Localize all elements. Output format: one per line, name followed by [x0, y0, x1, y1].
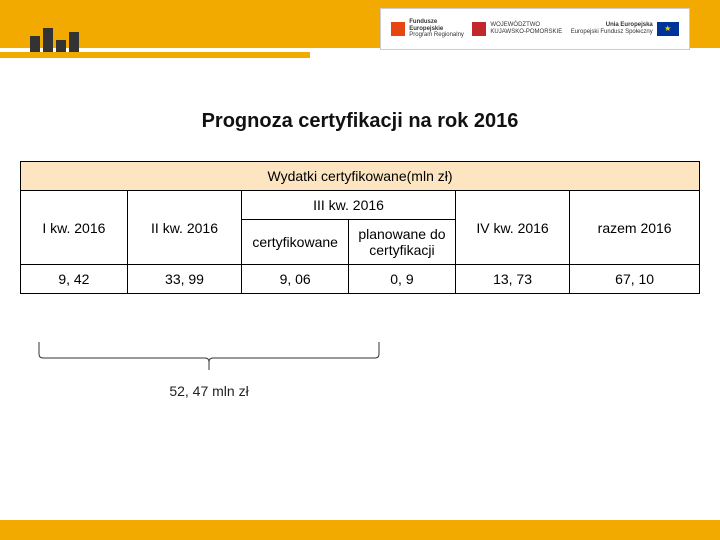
sub-cert: certyfikowane: [242, 220, 349, 265]
col-q2: II kw. 2016: [127, 191, 241, 265]
val-q4: 13, 73: [455, 265, 569, 294]
bottom-accent-bar: [0, 520, 720, 540]
table-header-row: Wydatki certyfikowane(mln zł): [21, 162, 700, 191]
fe-line3: Program Regionalny: [409, 32, 464, 38]
logo-wojewodztwo: WOJEWÓDZTWO KUJAWSKO-POMORSKIE: [472, 22, 562, 36]
logo-fundusze: Fundusze Europejskie Program Regionalny: [391, 19, 464, 39]
ue-line2: Europejski Fundusz Społeczny: [571, 29, 653, 35]
sub-plan: planowane do certyfikacji: [349, 220, 456, 265]
logo-strip: Fundusze Europejskie Program Regionalny …: [380, 8, 690, 50]
fe-line2: Europejskie: [409, 26, 443, 32]
content-area: Prognoza certyfikacji na rok 2016 Wydatk…: [0, 110, 720, 294]
page-title: Prognoza certyfikacji na rok 2016: [20, 110, 700, 133]
brace-icon: [34, 340, 384, 376]
secondary-accent-strip: [0, 52, 310, 58]
woj-line2: KUJAWSKO-POMORSKIE: [490, 29, 562, 35]
col-total: razem 2016: [570, 191, 700, 265]
table-columns-row: I kw. 2016 II kw. 2016 III kw. 2016 IV k…: [21, 191, 700, 220]
brace-annotation: 52, 47 mln zł: [34, 340, 384, 399]
woj-line1: WOJEWÓDZTWO: [490, 22, 540, 28]
val-q3b: 0, 9: [349, 265, 456, 294]
table-top-header: Wydatki certyfikowane(mln zł): [21, 162, 700, 191]
brace-label: 52, 47 mln zł: [34, 383, 384, 399]
top-accent-bar: Fundusze Europejskie Program Regionalny …: [0, 0, 720, 48]
ue-line1: Unia Europejska: [606, 22, 653, 28]
logo-ue: Unia Europejska Europejski Fundusz Społe…: [571, 22, 679, 36]
col-q1: I kw. 2016: [21, 191, 128, 265]
col-q3: III kw. 2016: [242, 191, 456, 220]
eu-flag-icon: ★: [657, 22, 679, 36]
fe-line1: Fundusze: [409, 19, 437, 25]
table-values-row: 9, 42 33, 99 9, 06 0, 9 13, 73 67, 10: [21, 265, 700, 294]
forecast-table: Wydatki certyfikowane(mln zł) I kw. 2016…: [20, 161, 700, 294]
val-q1: 9, 42: [21, 265, 128, 294]
val-total: 67, 10: [570, 265, 700, 294]
val-q3a: 9, 06: [242, 265, 349, 294]
val-q2: 33, 99: [127, 265, 241, 294]
col-q4: IV kw. 2016: [455, 191, 569, 265]
